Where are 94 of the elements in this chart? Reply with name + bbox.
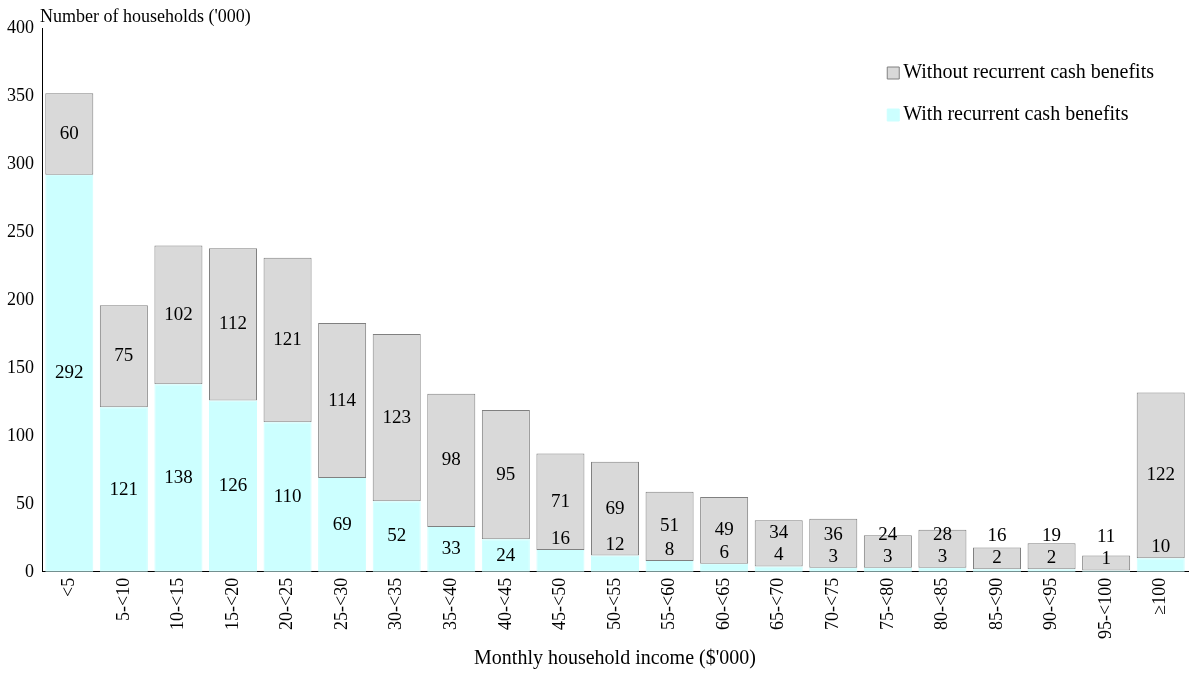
y-tick-label: 250 (7, 220, 34, 241)
data-label: 2 (992, 546, 1002, 568)
data-label: 1 (1101, 547, 1111, 569)
x-tick-label: 20-<25 (276, 577, 297, 631)
x-tick-label: 30-<35 (385, 577, 406, 631)
data-label: 121 (109, 477, 139, 499)
x-tick-label: 40-<45 (494, 577, 515, 631)
x-tick-label: ≥100 (1149, 577, 1170, 615)
data-label: 28 (932, 522, 952, 544)
x-tick-label: 35-<40 (440, 577, 461, 631)
y-tick-label: 300 (7, 152, 34, 173)
data-label: 3 (937, 544, 948, 566)
bar (645, 560, 694, 572)
data-label: 12 (605, 532, 625, 554)
x-tick-label: 15-<20 (221, 577, 242, 631)
y-tick-label: 100 (7, 424, 34, 445)
data-label: 36 (823, 522, 843, 544)
y-tick-label: 400 (7, 16, 34, 37)
data-label: 98 (441, 448, 461, 470)
x-tick-label: 90-<95 (1040, 577, 1061, 631)
data-label: 102 (164, 302, 193, 324)
bar (263, 422, 312, 572)
data-label: 123 (382, 405, 411, 427)
x-tick-label: 60-<65 (712, 577, 733, 631)
bar (427, 526, 476, 572)
data-label: 71 (550, 489, 570, 511)
y-axis-title: Number of households ('000) (40, 6, 251, 27)
x-tick-label: 85-<90 (985, 577, 1006, 631)
data-label: 114 (328, 388, 357, 410)
bar (318, 478, 367, 572)
x-tick-label: 45-<50 (549, 577, 570, 631)
data-label: 69 (605, 496, 625, 518)
data-label: 3 (883, 544, 893, 566)
x-tick-label: 80-<85 (931, 577, 952, 631)
bar (863, 567, 912, 572)
bar (154, 384, 203, 572)
data-label: 112 (219, 312, 247, 334)
data-label: 19 (1042, 524, 1062, 546)
bar (45, 174, 94, 572)
data-label: 95 (496, 462, 516, 484)
data-label: 49 (714, 518, 734, 540)
bar (809, 567, 858, 572)
x-tick-label: <5 (58, 577, 79, 598)
data-label: 110 (273, 485, 302, 507)
bar (590, 555, 640, 572)
bar (700, 563, 749, 572)
data-label: 122 (1146, 463, 1175, 485)
bar (754, 566, 803, 572)
data-label: 52 (387, 524, 407, 546)
y-tick-label: 50 (16, 492, 34, 513)
x-tick-label: 55-<60 (658, 577, 679, 631)
bar (208, 400, 258, 572)
data-label: 3 (828, 544, 839, 566)
bar (99, 407, 148, 572)
data-label: 2 (1046, 546, 1057, 568)
x-tick-label: 50-<55 (603, 577, 624, 631)
data-label: 121 (273, 328, 302, 350)
x-tick-label: 65-<70 (767, 577, 788, 631)
legend-label: Without recurrent cash benefits (903, 60, 1155, 83)
data-label: 34 (769, 521, 789, 543)
x-tick-label: 75-<80 (876, 577, 897, 631)
x-tick-label: 70-<75 (822, 577, 843, 631)
data-label: 69 (332, 512, 352, 534)
bar (1136, 558, 1185, 572)
data-label: 126 (218, 474, 248, 496)
data-label: 6 (719, 540, 729, 562)
y-tick-label: 350 (7, 84, 34, 105)
x-axis-title: Monthly household income ($'000) (474, 646, 756, 670)
data-label: 16 (550, 527, 570, 549)
data-label: 60 (59, 122, 79, 144)
data-label: 292 (55, 361, 84, 383)
x-tick-label: 5-<10 (112, 577, 133, 622)
data-label: 10 (1151, 535, 1171, 557)
data-label: 4 (773, 543, 784, 565)
bar (536, 550, 585, 572)
data-label: 24 (878, 522, 898, 544)
x-tick-label: 25-<30 (330, 577, 351, 631)
bar (481, 539, 530, 572)
data-label: 33 (441, 537, 461, 559)
data-label: 11 (1096, 525, 1116, 547)
data-label: 51 (660, 514, 680, 536)
y-tick-label: 200 (7, 288, 34, 309)
data-label: 138 (164, 466, 193, 488)
data-label: 75 (114, 344, 134, 366)
legend-label: With recurrent cash benefits (903, 102, 1129, 125)
data-label: 8 (664, 537, 675, 559)
x-tick-label: 10-<15 (167, 577, 188, 631)
y-tick-label: 150 (7, 356, 34, 377)
bar (918, 567, 967, 572)
data-label: 16 (987, 524, 1007, 546)
bar (372, 501, 421, 572)
x-tick-label: 95-<100 (1094, 577, 1115, 640)
data-label: 24 (496, 543, 516, 565)
y-tick-label: 0 (25, 560, 34, 581)
